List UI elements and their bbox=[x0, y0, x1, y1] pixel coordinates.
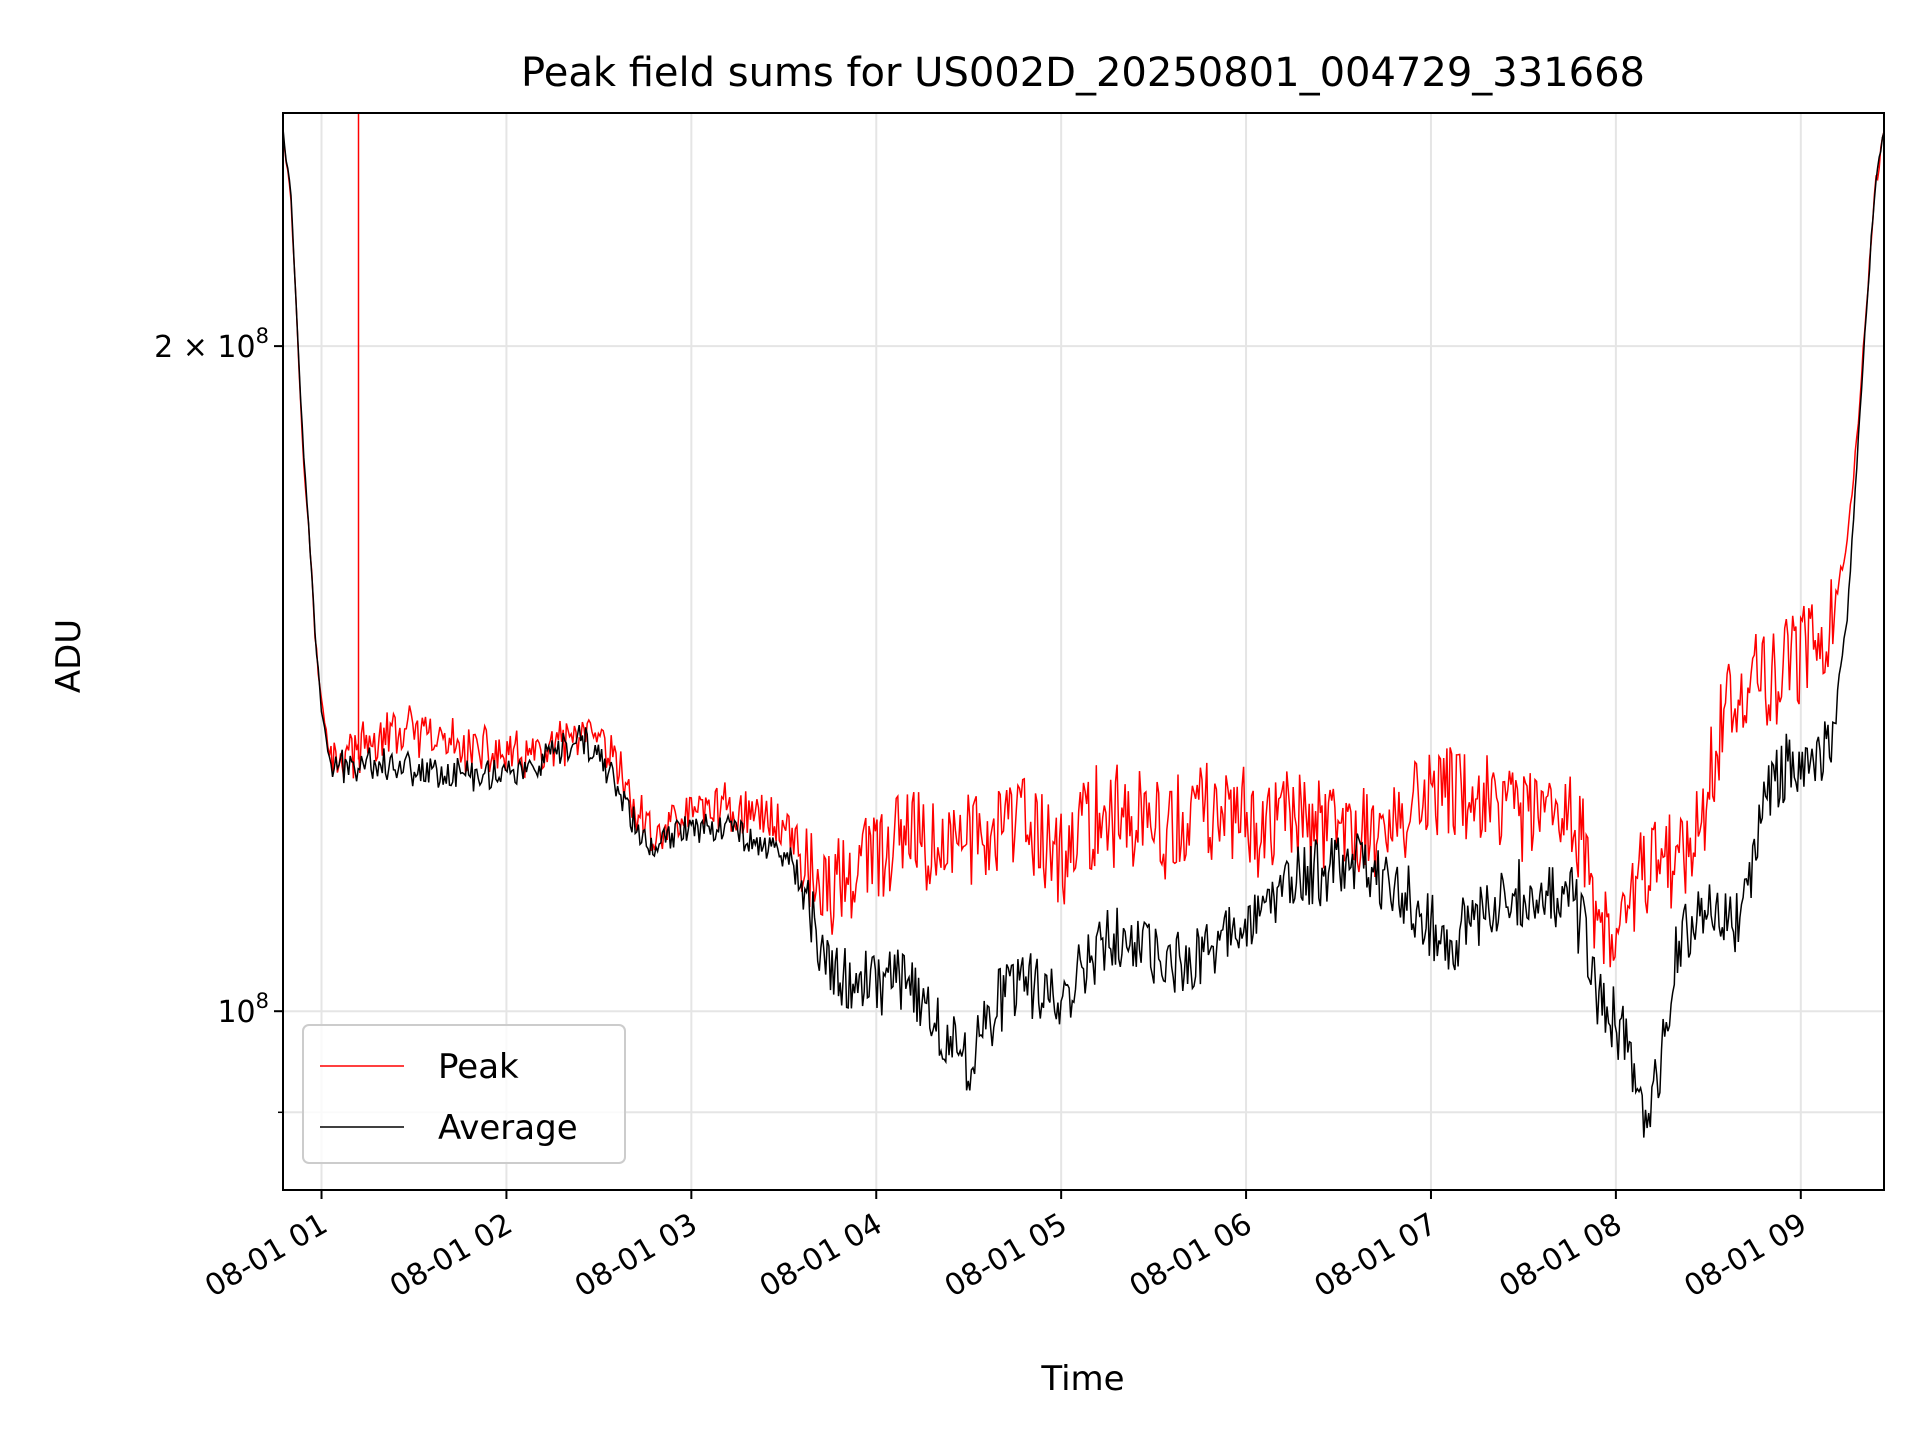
legend-label-average: Average bbox=[438, 1108, 578, 1148]
y-axis-label: ADU bbox=[49, 619, 89, 693]
series-line-peak bbox=[283, 131, 1884, 968]
legend-box bbox=[302, 1024, 626, 1164]
plot-series bbox=[283, 113, 1884, 1138]
chart-title: Peak field sums for US002D_20250801_0047… bbox=[521, 50, 1645, 96]
legend: Peak Average bbox=[302, 1024, 626, 1164]
x-axis-label: Time bbox=[1040, 1359, 1124, 1399]
y-tick-label: 108 bbox=[217, 989, 269, 1030]
grid-lines bbox=[283, 113, 1884, 1190]
plot-frame bbox=[282, 112, 1885, 1191]
y-tick-label: 2 × 108 bbox=[154, 324, 269, 365]
series-line-average bbox=[283, 128, 1884, 1138]
legend-label-peak: Peak bbox=[438, 1047, 519, 1087]
